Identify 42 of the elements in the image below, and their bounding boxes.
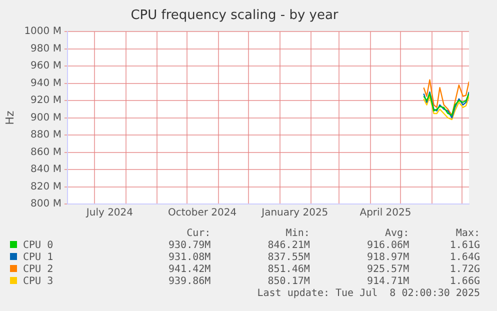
x-tick-label: July 2024 bbox=[85, 208, 134, 219]
text: Last update: Tue Jul 8 02:00:30 2025 bbox=[256, 288, 480, 299]
y-tick-label: 840 M bbox=[30, 164, 62, 176]
y-tick-label: 940 M bbox=[30, 78, 62, 89]
y-tick-label: 980 M bbox=[30, 43, 62, 54]
legend-label: CPU 2 bbox=[23, 264, 54, 275]
text: Avg: bbox=[384, 228, 410, 240]
text: 1.66G bbox=[448, 276, 480, 288]
text: Min: bbox=[284, 228, 310, 240]
text: 837.55M bbox=[266, 252, 310, 264]
y-tick-label: 960 M bbox=[30, 60, 62, 72]
text: 914.71M bbox=[366, 276, 410, 288]
x-tick-label: October 2024 bbox=[168, 208, 237, 219]
text: 941.42M bbox=[168, 264, 211, 276]
text: 1.61G bbox=[448, 240, 480, 252]
text: 1.72G bbox=[448, 264, 480, 276]
y-tick-label: 820 M bbox=[30, 181, 62, 192]
text: 925.57M bbox=[366, 264, 410, 276]
y-tick-label: 900 M bbox=[30, 112, 62, 124]
text: 846.21M bbox=[266, 240, 310, 252]
legend-label: CPU 3 bbox=[23, 276, 54, 287]
text: 931.08M bbox=[168, 252, 211, 264]
y-tick-label: 800 M bbox=[30, 198, 62, 210]
legend-label: CPU 1 bbox=[23, 252, 54, 263]
text: 916.06M bbox=[366, 240, 410, 252]
text: 850.17M bbox=[266, 276, 310, 288]
x-tick-label: January 2025 bbox=[260, 208, 328, 219]
x-tick-label: April 2025 bbox=[360, 208, 412, 219]
text: 930.79M bbox=[168, 240, 211, 252]
text: Max: bbox=[454, 228, 480, 240]
chart-title: CPU frequency scaling - by year bbox=[130, 8, 339, 24]
y-tick-label: 1000 M bbox=[24, 26, 62, 38]
text: Cur: bbox=[186, 228, 211, 240]
legend-label: CPU 0 bbox=[23, 240, 54, 251]
y-axis-title: Hz bbox=[3, 110, 16, 125]
text: 939.86M bbox=[168, 276, 211, 288]
y-tick-label: 880 M bbox=[30, 130, 62, 141]
text: 918.97M bbox=[366, 252, 410, 264]
y-tick-label: 860 M bbox=[30, 146, 62, 158]
text: 851.46M bbox=[266, 264, 310, 276]
text: 1.64G bbox=[448, 252, 480, 264]
y-tick-label: 920 M bbox=[30, 95, 62, 106]
